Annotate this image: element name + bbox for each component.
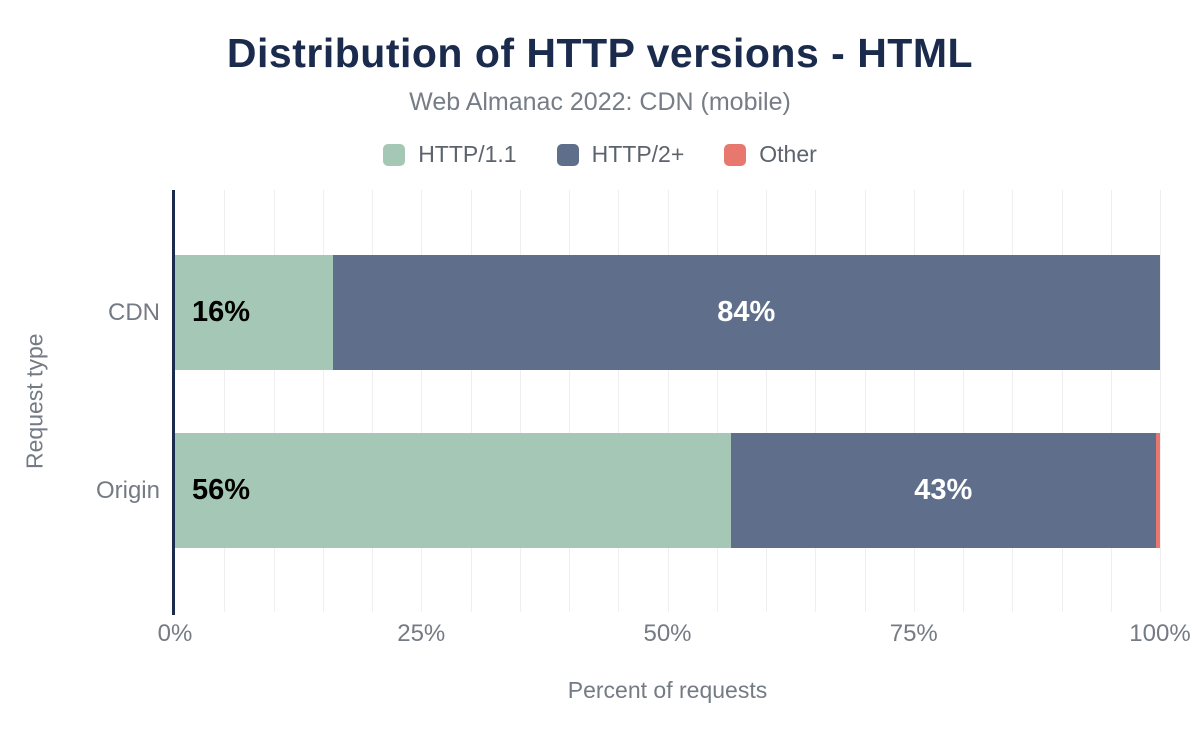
gridline [963, 190, 964, 612]
gridline [1110, 190, 1112, 612]
gridline [766, 190, 767, 612]
category-label: CDN [108, 298, 160, 326]
x-tick-label: 25% [397, 620, 446, 647]
chart-title: Distribution of HTTP versions - HTML [226, 30, 974, 76]
gridline [569, 190, 570, 612]
gridline [519, 190, 521, 612]
bar-segment[interactable]: 56% [175, 433, 731, 548]
legend-label: Other [759, 141, 817, 167]
bar-value-label: 16% [192, 296, 251, 328]
bar-row: 16% 84% [175, 255, 1160, 370]
legend-item: HTTP/2+ [556, 141, 685, 168]
x-tick-label: 50% [643, 620, 692, 647]
y-axis-title: Request type [21, 333, 48, 469]
gridline [322, 190, 324, 612]
gridline [273, 190, 275, 612]
x-axis-ticks: 0% 25% 50% 75% 100% [158, 620, 1191, 650]
bar-value-label: 56% [192, 474, 251, 506]
legend-label: HTTP/1.1 [418, 141, 517, 167]
legend: HTTP/1.1 HTTP/2+ Other [0, 141, 1200, 168]
bar-value-label: 43% [914, 474, 973, 506]
gridline [372, 190, 373, 612]
gridline [1012, 190, 1014, 612]
y-axis-line [172, 190, 175, 615]
legend-item: HTTP/1.1 [383, 141, 517, 168]
bar-segment[interactable]: 84% [332, 255, 1160, 370]
gridline [667, 190, 669, 612]
x-axis-title: Percent of requests [567, 677, 768, 703]
chart-subtitle: Web Almanac 2022: CDN (mobile) [409, 88, 791, 116]
bar-segment[interactable]: 43% [730, 433, 1157, 548]
gridline [470, 190, 472, 612]
legend-label: HTTP/2+ [591, 141, 685, 167]
gridline [1160, 190, 1161, 612]
gridline [815, 190, 817, 612]
bar-value-label: 84% [717, 296, 776, 328]
legend-swatch [383, 143, 406, 166]
gridline [224, 190, 226, 612]
bar-row: 56% 43% [175, 433, 1160, 548]
gridline [618, 190, 620, 612]
legend-swatch [724, 143, 747, 166]
legend-item: Other [724, 141, 817, 168]
legend-swatch [556, 143, 579, 166]
x-tick-label: 75% [889, 620, 938, 647]
x-tick-label: 0% [157, 620, 193, 647]
gridline [716, 190, 718, 612]
x-tick-label: 100% [1129, 620, 1191, 647]
bar-segment[interactable] [1156, 433, 1160, 548]
plot-area: CDN 16% 84% Origin 56% 43% [96, 190, 1161, 615]
gridline [913, 190, 915, 612]
gridline [1061, 190, 1063, 612]
gridline [421, 190, 423, 612]
bar-segment[interactable]: 16% [175, 255, 333, 370]
category-label: Origin [95, 476, 160, 504]
gridline [864, 190, 866, 612]
